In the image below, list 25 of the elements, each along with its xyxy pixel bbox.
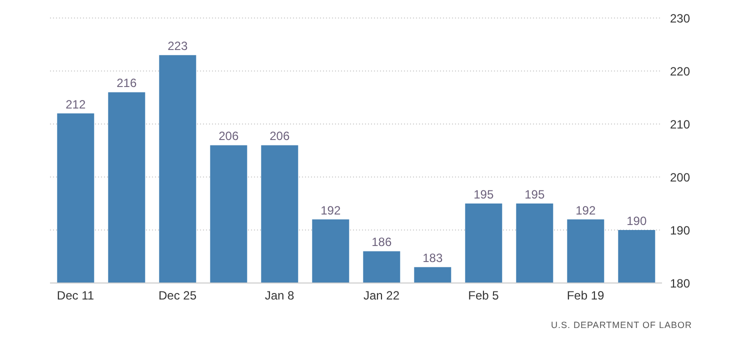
data-label: 195 [474,188,494,202]
data-label: 216 [116,76,137,90]
x-tick-label: Jan 8 [264,288,294,303]
text: U.S. DEPARTMENT OF LABOR [550,320,692,330]
data-label: 190 [626,214,647,228]
data-label: 195 [524,188,545,202]
data-label: 192 [320,203,341,218]
x-tick-label: Dec 25 [158,288,197,303]
y-tick-label: 190 [670,223,690,238]
data-label: 212 [66,97,86,112]
data-label: 186 [372,235,392,250]
x-tick-label: Feb 19 [566,288,605,303]
y-tick-label: 210 [670,117,690,132]
x-tick-label: Jan 22 [363,288,400,303]
data-label: 223 [168,39,188,54]
y-tick-label: 180 [670,276,690,290]
x-tick-label: Feb 5 [468,288,500,303]
data-label: 206 [218,129,239,144]
y-tick-label: 230 [670,11,690,26]
y-tick-label: 200 [670,170,690,184]
data-label: 192 [576,203,596,218]
x-tick-label: Dec 11 [56,288,94,303]
data-label: 206 [270,129,290,144]
data-label: 183 [422,251,443,266]
y-tick-label: 220 [670,64,690,78]
